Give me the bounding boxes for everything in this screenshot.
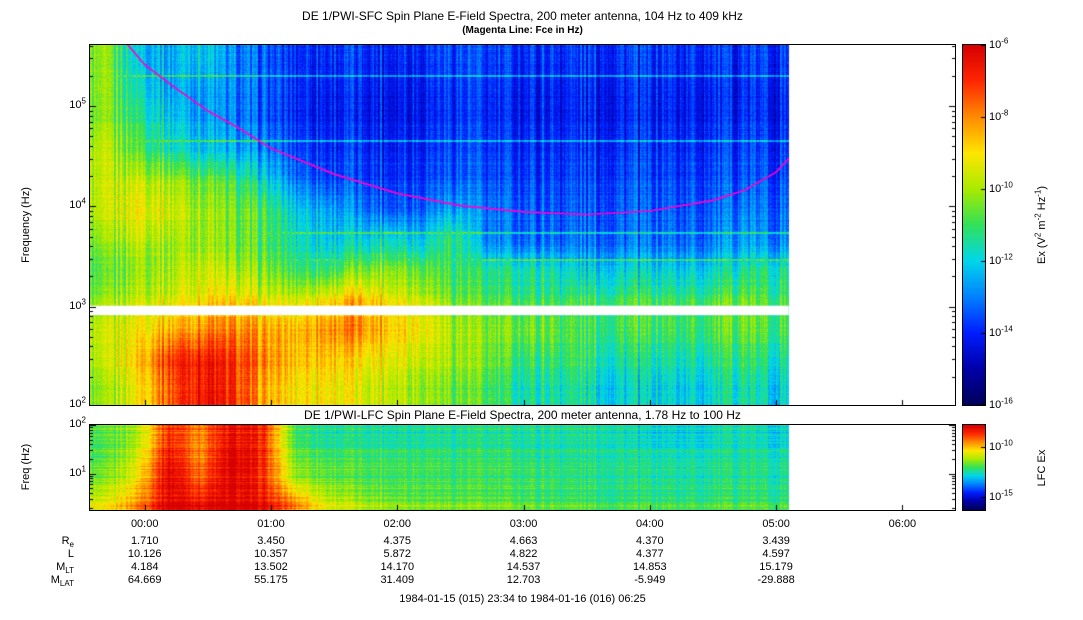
- ephemeris-value: -5.949: [634, 574, 666, 586]
- sfc-colorbar-canvas: [963, 45, 985, 405]
- sfc-colorbar-tick-label: 10-8: [989, 108, 1009, 123]
- ephemeris-value: 64.669: [127, 574, 162, 586]
- sfc-spectrogram-canvas: [90, 45, 955, 405]
- lfc-spectrogram-canvas: [90, 425, 955, 510]
- y-tick-label: 104: [69, 196, 86, 212]
- lfc-colorbar-tick-label: 10-10: [989, 438, 1013, 454]
- lfc-y-axis-label: Freq (Hz): [20, 443, 32, 491]
- ephemeris-value: 14.537: [506, 561, 541, 573]
- time-tick-label: 02:00: [383, 518, 412, 530]
- lfc-colorbar-title: LFC Ex: [1036, 449, 1048, 486]
- time-tick-label: 01:00: [257, 518, 285, 530]
- ephemeris-row-label: MLAT: [50, 574, 74, 589]
- y-tick-label: 101: [69, 463, 86, 479]
- y-tick-label: 102: [69, 395, 86, 410]
- time-tick-label: 00:00: [130, 518, 159, 530]
- ephemeris-value: 15.179: [759, 561, 793, 573]
- y-tick-label: 103: [69, 296, 86, 312]
- ephemeris-value: 10.126: [127, 548, 162, 560]
- sfc-spectrogram-panel: [89, 44, 956, 406]
- ephemeris-value: 4.377: [636, 548, 664, 560]
- sfc-colorbar-tick-label: 10-14: [989, 324, 1013, 339]
- time-tick-label: 06:00: [888, 518, 917, 530]
- ephemeris-value: 5.872: [383, 548, 412, 560]
- y-tick-label: 102: [69, 415, 86, 430]
- time-tick-label: 03:00: [509, 518, 538, 530]
- sfc-colorbar-tick-label: 10-12: [989, 252, 1013, 267]
- sfc-colorbar-tick-label: 10-6: [989, 36, 1009, 51]
- sfc-colorbar-tick-label: 10-16: [989, 396, 1013, 411]
- lfc-spectrogram-panel: [89, 424, 956, 511]
- ephemeris-value: -29.888: [757, 574, 795, 586]
- sfc-colorbar-tick-label: 10-10: [989, 180, 1013, 195]
- ephemeris-value: 12.703: [506, 574, 541, 586]
- lfc-colorbar: [962, 424, 986, 511]
- ephemeris-value: 4.375: [383, 535, 412, 547]
- sfc-colorbar: [962, 44, 986, 406]
- ephemeris-value: 31.409: [380, 574, 415, 586]
- ephemeris-value: 3.450: [257, 535, 285, 547]
- ephemeris-value: 14.853: [632, 561, 667, 573]
- ephemeris-value: 4.597: [762, 548, 790, 560]
- time-tick-label: 04:00: [636, 518, 664, 530]
- sfc-y-axis-label: Frequency (Hz): [20, 187, 32, 263]
- lfc-title: DE 1/PWI-LFC Spin Plane E-Field Spectra,…: [304, 408, 741, 422]
- ephemeris-row-label: MLT: [56, 561, 74, 576]
- ephemeris-value: 1.710: [130, 535, 159, 547]
- lfc-colorbar-canvas: [963, 425, 985, 510]
- ephemeris-value: 10.357: [254, 548, 288, 560]
- ephemeris-value: 4.663: [509, 535, 538, 547]
- lfc-colorbar-tick-label: 10-15: [989, 488, 1013, 504]
- ephemeris-row-label: L: [67, 548, 74, 560]
- ephemeris-value: 4.184: [130, 561, 159, 573]
- sfc-colorbar-title: Ex (V2 m-2 Hz-1): [1033, 185, 1048, 265]
- ephemeris-value: 13.502: [254, 561, 288, 573]
- ephemeris-value: 4.370: [636, 535, 664, 547]
- ephemeris-value: 4.822: [509, 548, 538, 560]
- time-tick-label: 05:00: [762, 518, 790, 530]
- ephemeris-value: 14.170: [380, 561, 415, 573]
- time-range-label: 1984-01-15 (015) 23:34 to 1984-01-16 (01…: [399, 593, 646, 605]
- ephemeris-value: 3.439: [762, 535, 790, 547]
- ephemeris-row-label: Re: [61, 535, 74, 550]
- ephemeris-value: 55.175: [254, 574, 288, 586]
- sfc-subtitle: (Magenta Line: Fce in Hz): [462, 25, 583, 36]
- sfc-title: DE 1/PWI-SFC Spin Plane E-Field Spectra,…: [302, 9, 743, 23]
- y-tick-label: 105: [69, 96, 86, 112]
